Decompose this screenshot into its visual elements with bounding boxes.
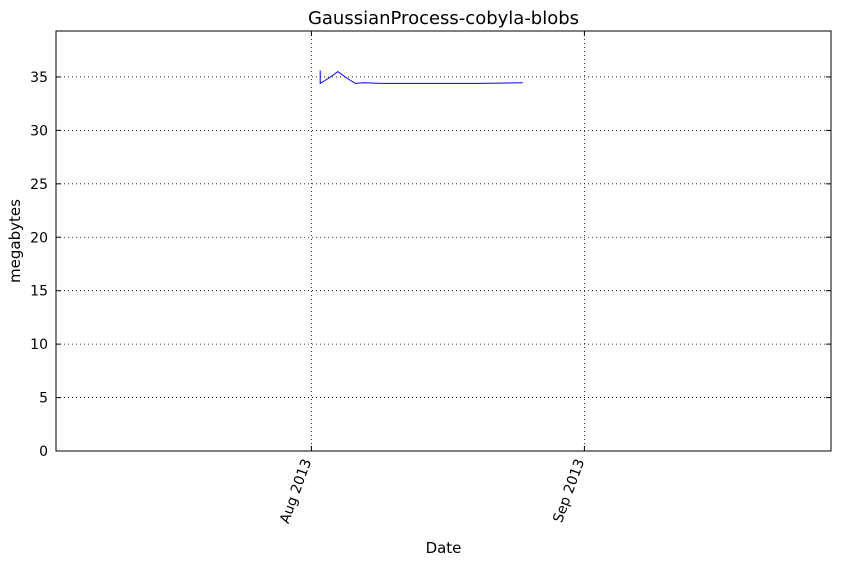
y-tick-label: 25 — [30, 177, 48, 193]
y-tick-label: 15 — [30, 284, 48, 300]
x-tick-label: Aug 2013 — [277, 457, 315, 526]
series-line — [319, 70, 523, 85]
grid — [56, 31, 831, 451]
y-tick-label: 20 — [30, 230, 48, 246]
x-axis: Aug 2013 Sep 2013 — [277, 31, 588, 526]
y-axis-label: megabytes — [6, 199, 24, 283]
y-tick-label: 0 — [39, 444, 48, 460]
plot-frame — [55, 30, 832, 452]
y-axis: 0 5 10 15 20 25 30 35 — [30, 70, 831, 460]
series-lines — [319, 70, 523, 85]
x-tick-label: Sep 2013 — [550, 457, 588, 525]
x-axis-label: Date — [426, 539, 462, 557]
y-tick-label: 35 — [30, 70, 48, 86]
chart-title: GaussianProcess-cobyla-blobs — [308, 8, 579, 29]
y-tick-label: 30 — [30, 123, 48, 139]
y-tick-label: 5 — [39, 391, 48, 407]
y-tick-label: 10 — [30, 337, 48, 353]
